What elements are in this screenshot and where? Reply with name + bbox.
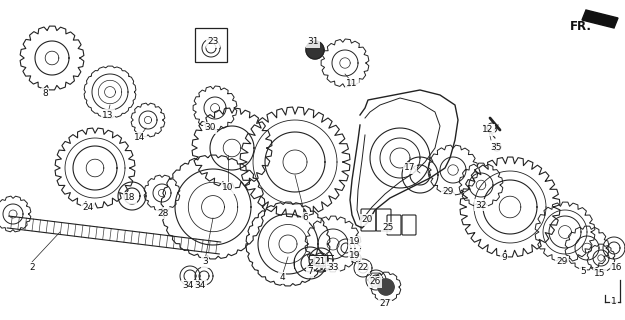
Text: 4: 4 [279,274,285,283]
Text: 34: 34 [194,282,206,291]
Text: 33: 33 [328,263,339,273]
Polygon shape [378,279,394,295]
Text: 32: 32 [476,201,487,210]
Text: 28: 28 [158,209,169,218]
Text: 11: 11 [346,79,358,89]
Polygon shape [306,41,324,59]
Text: 29: 29 [556,258,568,267]
Text: 20: 20 [361,215,372,225]
Text: 3: 3 [202,258,208,267]
Text: 25: 25 [382,223,394,233]
Text: 34: 34 [182,282,194,291]
Text: 29: 29 [442,188,454,196]
Bar [195,28,227,62]
Text: 19: 19 [349,251,361,260]
Text: 8: 8 [42,90,48,99]
Text: 9: 9 [501,253,507,262]
Text: 13: 13 [102,110,114,119]
Text: 17: 17 [404,164,416,172]
Text: 24: 24 [82,204,94,212]
Text: 21: 21 [314,258,326,267]
Text: 23: 23 [208,37,219,46]
Text: 26: 26 [369,277,381,286]
Text: 6: 6 [302,213,308,222]
Text: 30: 30 [204,124,216,132]
Text: 10: 10 [222,183,234,193]
Text: 27: 27 [379,299,391,308]
Text: 16: 16 [611,263,622,273]
Polygon shape [582,10,618,28]
Text: 12: 12 [482,125,494,134]
Text: 14: 14 [134,133,146,142]
Text: 5: 5 [580,268,586,276]
Text: 15: 15 [594,269,606,278]
Text: 22: 22 [357,263,369,273]
Text: 2: 2 [29,263,35,273]
Text: 18: 18 [124,194,136,203]
Text: FR.: FR. [570,20,592,33]
Text: 1: 1 [611,298,617,307]
Text: 19: 19 [349,237,361,246]
Text: 35: 35 [490,143,502,153]
Text: 7: 7 [307,268,313,276]
Text: 31: 31 [308,37,319,46]
